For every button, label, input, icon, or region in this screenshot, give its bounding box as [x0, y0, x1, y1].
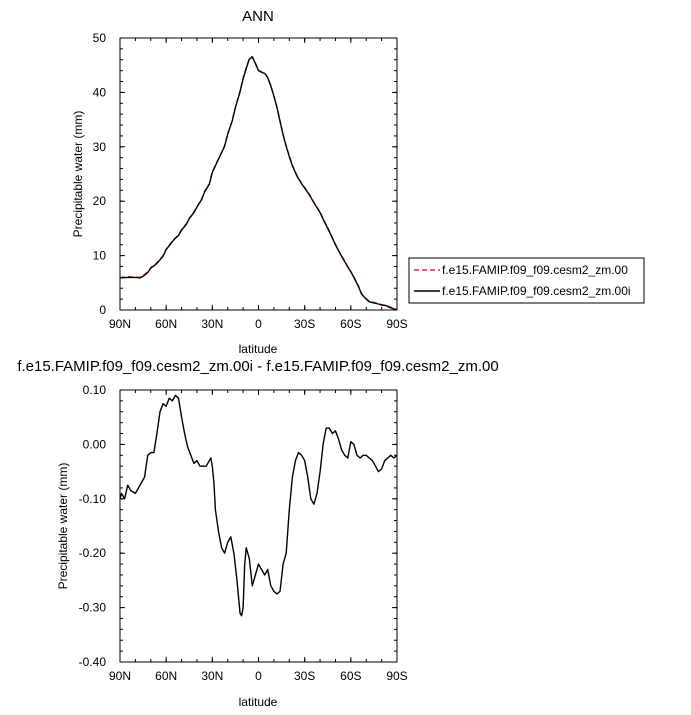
bottom-plot-frame — [119, 389, 398, 663]
bottom-chart-title: f.e15.FAMIP.f09_f09.cesm2_zm.00i - f.e15… — [17, 358, 498, 375]
top-series-line-2 — [119, 56, 398, 311]
top-x-tick-label: 0 — [255, 317, 262, 331]
top-y-tick-label: 20 — [93, 194, 107, 208]
top-x-tick-label: 90N — [109, 317, 131, 331]
bottom-y-tick-label: -0.40 — [79, 655, 107, 669]
top-y-axis-label: Precipitable water (mm) — [71, 111, 85, 238]
top-y-tick-label: 50 — [93, 31, 107, 45]
top-x-axis-label: latitude — [239, 342, 278, 356]
top-y-tick-label: 40 — [93, 85, 107, 99]
bottom-y-tick-label: 0.00 — [83, 437, 107, 451]
top-plot-frame — [119, 37, 398, 311]
bottom-x-tick-label: 30N — [201, 669, 223, 683]
bottom-x-tick-label: 90S — [386, 669, 407, 683]
bottom-y-tick-label: -0.10 — [79, 492, 107, 506]
top-y-tick-label: 0 — [99, 303, 106, 317]
top-x-tick-label: 90S — [386, 317, 407, 331]
legend: f.e15.FAMIP.f09_f09.cesm2_zm.00 f.e15.FA… — [408, 257, 645, 304]
bottom-y-tick-label: -0.20 — [79, 546, 107, 560]
legend-label-series-2: f.e15.FAMIP.f09_f09.cesm2_zm.00i — [442, 284, 631, 298]
top-x-tick-label: 60N — [155, 317, 177, 331]
bottom-x-tick-label: 0 — [255, 669, 262, 683]
bottom-x-tick-label: 90N — [109, 669, 131, 683]
bottom-y-tick-label: -0.30 — [79, 601, 107, 615]
bottom-x-tick-label: 60S — [340, 669, 361, 683]
top-series-line-1 — [119, 55, 398, 311]
bottom-x-axis-label: latitude — [239, 695, 278, 709]
bottom-x-tick-label: 60N — [155, 669, 177, 683]
bottom-y-axis-label: Precipitable water (mm) — [56, 463, 70, 590]
legend-box — [408, 257, 645, 304]
legend-label-series-1: f.e15.FAMIP.f09_f09.cesm2_zm.00 — [442, 263, 628, 277]
bottom-y-tick-label: 0.10 — [83, 383, 107, 397]
bottom-x-tick-label: 30S — [294, 669, 315, 683]
top-x-tick-label: 30S — [294, 317, 315, 331]
top-x-tick-label: 60S — [340, 317, 361, 331]
top-chart: ANN 90N 60N 30N 0 30S 60S 90S 0 10 20 30 40 50 latit… — [71, 8, 408, 356]
top-x-tick-label: 30N — [201, 317, 223, 331]
top-chart-title: ANN — [242, 8, 274, 25]
bottom-chart: f.e15.FAMIP.f09_f09.cesm2_zm.00i - f.e15… — [17, 358, 498, 709]
bottom-series-line-1 — [119, 394, 398, 617]
top-y-tick-label: 30 — [93, 140, 107, 154]
top-y-tick-label: 10 — [93, 249, 107, 263]
